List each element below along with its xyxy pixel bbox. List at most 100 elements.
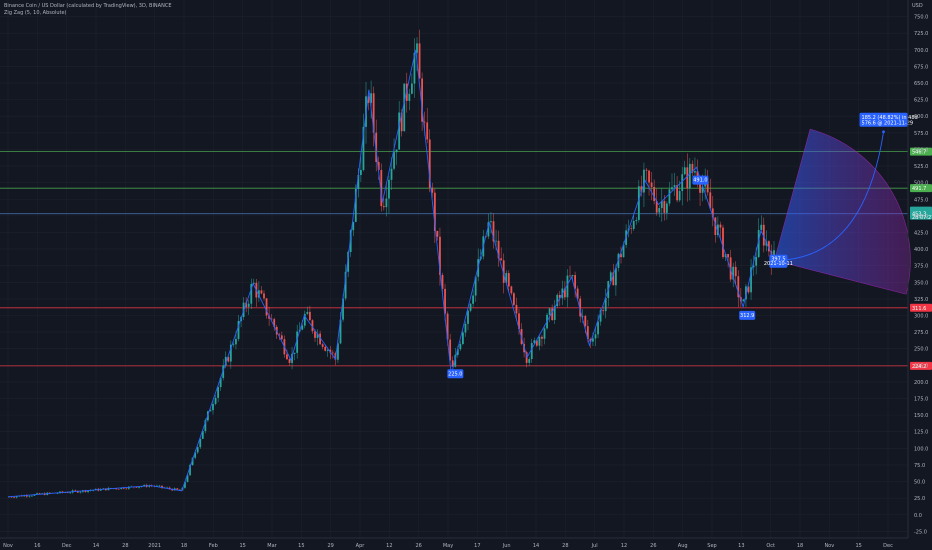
x-tick-label: 15	[239, 543, 245, 549]
candle-body	[742, 299, 745, 302]
candle-body	[643, 169, 645, 193]
x-tick-label: Oct	[766, 543, 775, 549]
candle-body	[584, 315, 587, 327]
level-tag	[910, 184, 932, 193]
candle-body	[342, 298, 344, 320]
candle-body	[273, 319, 276, 327]
pivot-label: 312.9	[740, 313, 754, 319]
candle-body	[357, 174, 360, 190]
y-tick-label: 100.0	[914, 446, 928, 452]
candle-body	[380, 169, 383, 207]
y-tick-label: 600.0	[914, 114, 928, 120]
pivot-label-box	[769, 254, 788, 268]
candle-body	[303, 313, 306, 326]
candle-body	[125, 488, 128, 490]
candle-body	[459, 344, 462, 350]
indicator-title[interactable]: Zig Zag (5, 10, Absolute)	[4, 10, 67, 16]
candle-body	[122, 487, 125, 489]
candle-body	[186, 475, 189, 482]
candle-body	[658, 208, 661, 213]
x-tick-label: Feb	[209, 543, 218, 549]
x-tick-label: 15	[298, 543, 304, 549]
y-tick-label: 400.0	[914, 247, 928, 253]
candle-body	[362, 126, 365, 170]
candle-body	[280, 335, 283, 340]
x-tick-label: Jul	[591, 543, 598, 549]
candle-body	[663, 200, 666, 213]
candle-body	[79, 491, 82, 493]
projection-curve[interactable]	[774, 131, 884, 261]
candle-body	[589, 339, 592, 342]
projection-fan[interactable]	[774, 128, 911, 295]
candle-body	[579, 298, 582, 317]
candle-body	[586, 326, 589, 340]
currency-label[interactable]: USD	[912, 3, 923, 9]
candle-body	[268, 315, 270, 319]
candle-body	[48, 492, 51, 494]
candle-body	[722, 227, 724, 258]
candle-body	[446, 313, 449, 340]
candle-body	[28, 496, 31, 497]
candle-body	[344, 271, 347, 299]
candle-body	[714, 217, 717, 236]
candle-body	[645, 169, 648, 171]
candle-body	[535, 340, 538, 346]
y-tick-label: 650.0	[914, 81, 928, 87]
y-tick-label: 200.0	[914, 380, 928, 386]
candle-body	[265, 298, 268, 316]
candle-body	[525, 352, 528, 363]
y-tick-label: 525.0	[914, 164, 928, 170]
candle-body	[158, 485, 161, 487]
candle-body	[711, 208, 714, 218]
y-tick-label: 675.0	[914, 64, 928, 70]
x-tick-label: 14	[93, 543, 99, 549]
x-tick-label: 28	[562, 543, 568, 549]
pivot-label-box	[447, 369, 464, 379]
level-tag	[910, 147, 932, 156]
candle-body	[528, 359, 531, 363]
price-axis[interactable]: -25.0 0.0 25.0 50.0 75.0 100.0 125.0 150.0 175.0…	[907, 0, 928, 538]
candle-body	[194, 452, 197, 458]
candle-body	[694, 171, 696, 173]
candle-body	[755, 256, 758, 266]
candle-body	[717, 224, 719, 236]
y-tick-label: 275.0	[914, 330, 928, 336]
candle-body	[349, 230, 352, 252]
time-axis[interactable]: Nov 16 Dec 14 28 2021 18 Feb 15 Mar 15 29 Apr 12 26 May…	[0, 537, 908, 549]
candle-body	[538, 336, 541, 346]
x-tick-label: Dec	[62, 543, 72, 549]
x-tick-label: 17	[474, 543, 480, 549]
projection-label-box[interactable]	[859, 112, 908, 127]
candle-body	[217, 387, 219, 398]
candle-body	[515, 304, 518, 314]
candle-body	[388, 179, 390, 199]
candle-body	[237, 321, 240, 339]
y-tick-label: 300.0	[914, 313, 928, 319]
candle-body	[719, 224, 722, 228]
x-tick-label: Nov	[3, 543, 13, 549]
candle-body	[189, 465, 191, 476]
x-tick-label: Apr	[356, 543, 366, 549]
candle-body	[666, 203, 668, 213]
candle-body	[558, 294, 561, 299]
candle-body	[678, 191, 681, 201]
candle-body	[599, 310, 602, 322]
candle-body	[451, 360, 454, 367]
candle-body	[747, 286, 750, 293]
candle-body	[370, 93, 372, 103]
candle-body	[456, 349, 459, 355]
candle-body	[316, 333, 319, 338]
x-tick-label: 12	[386, 543, 392, 549]
zigzag-line	[7, 49, 775, 498]
candle-body	[492, 221, 495, 242]
candle-body	[594, 334, 597, 339]
candle-body	[467, 310, 469, 324]
horizontal-levels[interactable]: 546.7 491.7 311.6 224.2 453.32d 07:27:14	[0, 147, 932, 370]
x-tick-label: 28	[122, 543, 128, 549]
y-tick-label: 125.0	[914, 430, 928, 436]
candle-body	[671, 187, 673, 190]
candle-body	[683, 167, 686, 175]
level-tag-label: 311.6	[912, 306, 926, 312]
